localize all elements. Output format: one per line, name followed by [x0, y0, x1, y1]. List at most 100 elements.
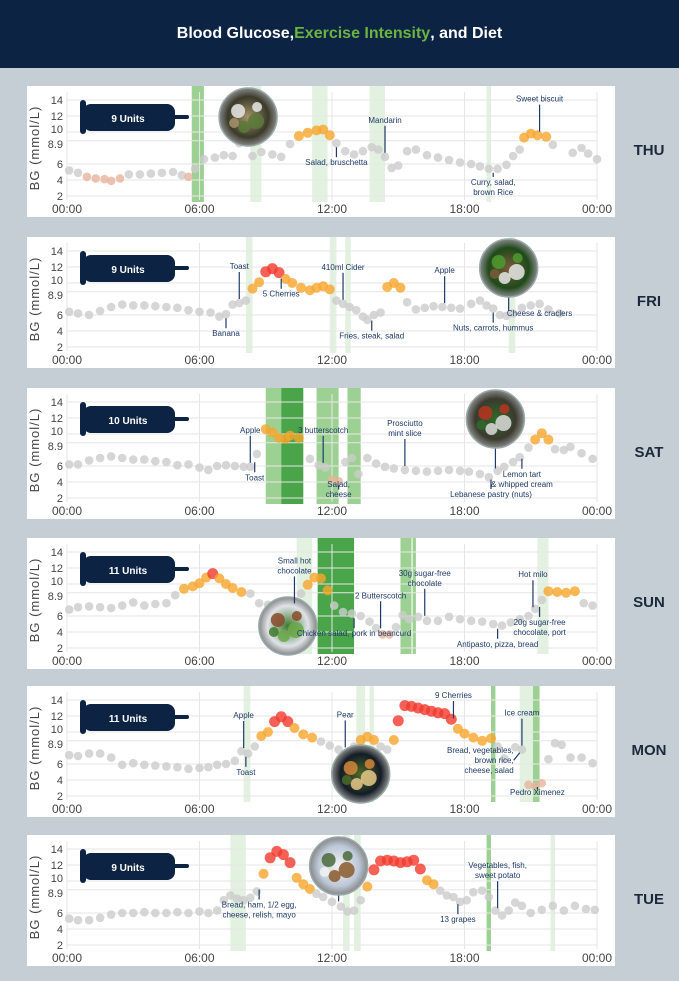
- bg-point: [526, 908, 536, 918]
- bg-point: [484, 164, 494, 174]
- title-exercise-intensity: Exercise Intensity: [294, 25, 431, 42]
- bg-point: [466, 159, 476, 169]
- bg-point: [173, 303, 182, 313]
- bg-point: [488, 619, 498, 629]
- bg-point: [508, 457, 518, 467]
- bg-point: [466, 616, 476, 626]
- bg-point: [128, 455, 138, 464]
- bg-point: [106, 910, 116, 919]
- annotation-label: Bread, ham, 1/2 egg,: [222, 901, 297, 910]
- bg-point: [82, 172, 92, 182]
- y-tick-label: 10: [51, 124, 63, 136]
- exercise-band-medium: [412, 538, 416, 654]
- bg-point: [64, 460, 74, 469]
- bg-point: [385, 630, 394, 639]
- bg-point: [334, 745, 343, 754]
- bg-point: [206, 308, 215, 317]
- bg-point: [318, 892, 328, 902]
- x-tick-label: 06:00: [184, 504, 214, 518]
- bg-point: [537, 905, 547, 915]
- y-tick-label: 6: [57, 310, 63, 322]
- bg-point: [577, 753, 586, 762]
- insulin-units: 11 Units: [109, 714, 148, 725]
- y-tick-label: 12: [51, 563, 63, 575]
- bg-point: [336, 902, 346, 911]
- bg-point: [254, 277, 265, 288]
- bg-point: [433, 466, 443, 476]
- annotation-text: 410ml Cider: [321, 263, 364, 272]
- bg-point: [362, 881, 373, 892]
- bg-point: [388, 735, 399, 745]
- bg-point: [524, 611, 533, 621]
- bg-point: [475, 162, 485, 171]
- annotation-text: Fries, steak, salad: [339, 332, 404, 341]
- bg-point: [329, 601, 339, 610]
- bg-point: [475, 469, 485, 479]
- meal-annotation: 9 Cherries: [435, 691, 472, 719]
- bg-point: [184, 764, 193, 774]
- bg-point: [466, 299, 476, 309]
- bg-point: [569, 586, 580, 597]
- bg-point: [414, 863, 426, 875]
- annotation-label: Toast: [230, 262, 250, 271]
- bg-point: [245, 589, 255, 598]
- annotation-text: Salad,cheese: [326, 480, 352, 499]
- y-tick-label: 12: [51, 111, 63, 123]
- bg-point: [356, 895, 366, 905]
- bg-point: [559, 445, 569, 455]
- annotation-label: Sweet biscuit: [516, 95, 564, 104]
- bg-point: [106, 302, 116, 312]
- y-tick-label: 10: [51, 576, 63, 588]
- bg-point: [106, 176, 116, 186]
- bg-point: [139, 760, 149, 770]
- x-tick-label: 06:00: [184, 951, 214, 965]
- food-item: [512, 253, 523, 263]
- annotation-text: Banana: [212, 329, 240, 338]
- bg-point: [422, 150, 432, 160]
- y-tick-label: 12: [51, 262, 63, 274]
- exercise-band-high: [281, 388, 304, 504]
- annotation-label: Salad, bruschetta: [305, 158, 368, 167]
- bg-point: [536, 428, 547, 439]
- bg-point: [95, 749, 105, 758]
- annotation-text: Lebanese pastry (nuts): [450, 490, 532, 499]
- bg-point: [304, 884, 315, 894]
- bg-point: [91, 174, 101, 183]
- day-label: SAT: [634, 444, 664, 461]
- bg-point: [257, 147, 266, 157]
- annotation-label: 9 Cherries: [435, 691, 472, 700]
- bg-point: [296, 282, 307, 293]
- annotation-text: Curry, salad,brown Rice: [471, 178, 516, 197]
- syringe-needle: [173, 567, 189, 571]
- bg-point: [484, 472, 494, 482]
- bg-point: [285, 139, 295, 149]
- x-tick-label: 18:00: [449, 654, 479, 668]
- bg-point: [583, 149, 593, 158]
- meal-annotation: Apple: [434, 266, 455, 304]
- bg-point: [588, 758, 597, 768]
- annotation-label: Ice cream: [504, 709, 539, 718]
- bg-point: [314, 460, 324, 470]
- bg-point: [559, 906, 569, 915]
- meal-annotation: Fries, steak, salad: [339, 320, 404, 341]
- chart-panel-sun: 2 4 6 8.9 10 12 14 00:00 06:00 12:00 18:00 00:00 BG …: [27, 538, 615, 669]
- y-tick-label: 6: [57, 461, 63, 473]
- bg-point: [371, 459, 381, 468]
- chart-panel-thu: 2 4 6 8.9 10 12 14 00:00 06:00 12:00 18:00 00:00 BG …: [27, 86, 615, 217]
- bg-point: [64, 166, 74, 175]
- bg-point: [530, 434, 541, 445]
- bg-point: [449, 892, 458, 902]
- bg-point: [570, 901, 580, 911]
- bg-point: [128, 758, 138, 768]
- bg-point: [428, 879, 439, 890]
- bg-point: [530, 604, 540, 614]
- bg-point: [455, 614, 465, 624]
- bg-point: [515, 614, 525, 624]
- bg-point: [221, 460, 231, 470]
- bg-point: [226, 891, 235, 900]
- x-tick-label: 00:00: [52, 951, 82, 965]
- annotation-text: Apple: [233, 711, 254, 720]
- annotation-label: Apple: [233, 711, 254, 720]
- food-photo: [330, 744, 391, 804]
